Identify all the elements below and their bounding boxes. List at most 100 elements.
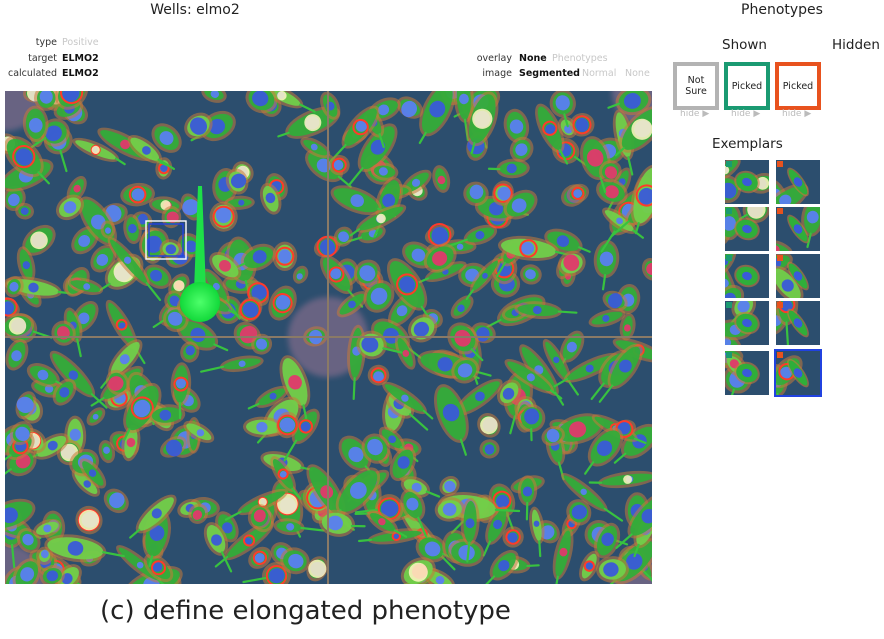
cell bbox=[725, 284, 745, 298]
cell bbox=[596, 556, 629, 583]
cell bbox=[615, 491, 652, 550]
well-image-grid[interactable] bbox=[5, 91, 652, 584]
cell bbox=[602, 290, 628, 311]
cell bbox=[26, 363, 71, 391]
phenotype-card-not-sure[interactable]: Not Sure bbox=[673, 62, 719, 110]
exemplar-phenotype-marker bbox=[777, 302, 783, 308]
meta-target-row: target ELMO2 bbox=[0, 53, 130, 69]
cell bbox=[588, 470, 652, 489]
cell bbox=[247, 385, 289, 410]
meta-type-key: type bbox=[35, 37, 57, 48]
cell bbox=[270, 456, 302, 500]
probe-stem bbox=[194, 186, 206, 291]
exemplar-tile[interactable] bbox=[776, 254, 820, 298]
cell bbox=[776, 265, 814, 298]
cell bbox=[279, 355, 311, 420]
cell bbox=[151, 123, 182, 153]
overlay-option-none[interactable]: None bbox=[519, 53, 547, 64]
cell bbox=[44, 534, 125, 563]
cell bbox=[504, 359, 563, 400]
image-option-normal[interactable]: Normal bbox=[582, 68, 617, 79]
cell bbox=[280, 547, 310, 575]
cell bbox=[480, 549, 519, 584]
hide-picked-green-button[interactable]: hide ▶ bbox=[731, 109, 761, 119]
cell bbox=[272, 241, 298, 272]
cell bbox=[641, 257, 652, 281]
hide-picked-orange-button[interactable]: hide ▶ bbox=[782, 109, 812, 119]
image-option-segmented[interactable]: Segmented bbox=[519, 68, 580, 79]
exemplar-tile[interactable] bbox=[725, 207, 769, 251]
exemplar-tile[interactable] bbox=[774, 349, 822, 397]
exemplar-tile[interactable] bbox=[725, 351, 769, 395]
meta-calculated-row: calculated ELMO2 bbox=[0, 68, 130, 84]
exemplar-tile[interactable] bbox=[725, 160, 769, 204]
hide-not-sure-button[interactable]: hide ▶ bbox=[680, 109, 710, 119]
exemplar-tile[interactable] bbox=[776, 160, 820, 204]
cell bbox=[72, 137, 126, 166]
cell bbox=[389, 446, 417, 482]
cell bbox=[225, 168, 249, 195]
well-quadrant bbox=[319, 91, 652, 361]
cell bbox=[479, 439, 500, 459]
phenotype-card-picked-green[interactable]: Picked bbox=[724, 62, 770, 110]
cell bbox=[725, 175, 742, 204]
exemplar-tile[interactable] bbox=[776, 301, 820, 345]
cell bbox=[514, 301, 578, 320]
cell bbox=[382, 381, 434, 420]
cell bbox=[33, 91, 59, 111]
cell bbox=[535, 103, 569, 165]
cell bbox=[386, 258, 435, 327]
cell bbox=[353, 259, 381, 287]
cell bbox=[553, 352, 619, 388]
cell bbox=[188, 503, 209, 524]
cell bbox=[509, 136, 534, 162]
cell bbox=[466, 91, 499, 154]
exemplars-title: Exemplars bbox=[712, 136, 783, 152]
cell bbox=[222, 243, 277, 275]
cells-layer bbox=[5, 91, 652, 584]
cell bbox=[561, 472, 624, 522]
meta-target-value: ELMO2 bbox=[62, 53, 99, 64]
cell bbox=[367, 364, 390, 386]
exemplar-tile[interactable] bbox=[776, 207, 820, 251]
cell bbox=[224, 195, 255, 210]
cell bbox=[143, 264, 172, 289]
cell bbox=[520, 264, 542, 285]
overlay-option-phenotypes[interactable]: Phenotypes bbox=[552, 53, 608, 64]
cell bbox=[105, 369, 130, 396]
phenotype-card-picked-orange[interactable]: Picked bbox=[775, 62, 821, 110]
cell bbox=[557, 250, 586, 277]
cell bbox=[100, 220, 116, 239]
cell bbox=[170, 362, 192, 420]
cell bbox=[598, 160, 622, 183]
cell bbox=[242, 561, 291, 584]
cell bbox=[497, 379, 522, 407]
cell bbox=[619, 313, 636, 341]
cell bbox=[306, 556, 329, 582]
cell bbox=[120, 182, 155, 207]
exemplar-tile[interactable] bbox=[725, 301, 769, 345]
cell bbox=[180, 193, 202, 221]
meta-calculated-value: ELMO2 bbox=[62, 68, 99, 79]
cell bbox=[569, 113, 595, 137]
selection-box[interactable] bbox=[145, 220, 187, 260]
cell bbox=[184, 112, 213, 140]
well-image-canvas[interactable] bbox=[5, 91, 652, 584]
cell bbox=[396, 96, 424, 119]
cell bbox=[400, 488, 428, 538]
selection-probe[interactable] bbox=[180, 186, 220, 322]
image-option-none[interactable]: None bbox=[625, 68, 650, 79]
meta-type-value: Positive bbox=[62, 37, 99, 48]
cell bbox=[336, 291, 368, 318]
cell bbox=[203, 522, 233, 573]
cell bbox=[75, 505, 103, 535]
cell bbox=[579, 550, 600, 582]
cell bbox=[123, 382, 162, 441]
exemplar-phenotype-marker bbox=[777, 255, 783, 261]
cell bbox=[463, 181, 489, 206]
cell bbox=[224, 488, 289, 521]
exemplar-phenotype-marker bbox=[777, 352, 783, 358]
cell bbox=[22, 105, 49, 142]
exemplar-tile[interactable] bbox=[725, 254, 769, 298]
cell bbox=[349, 204, 407, 237]
